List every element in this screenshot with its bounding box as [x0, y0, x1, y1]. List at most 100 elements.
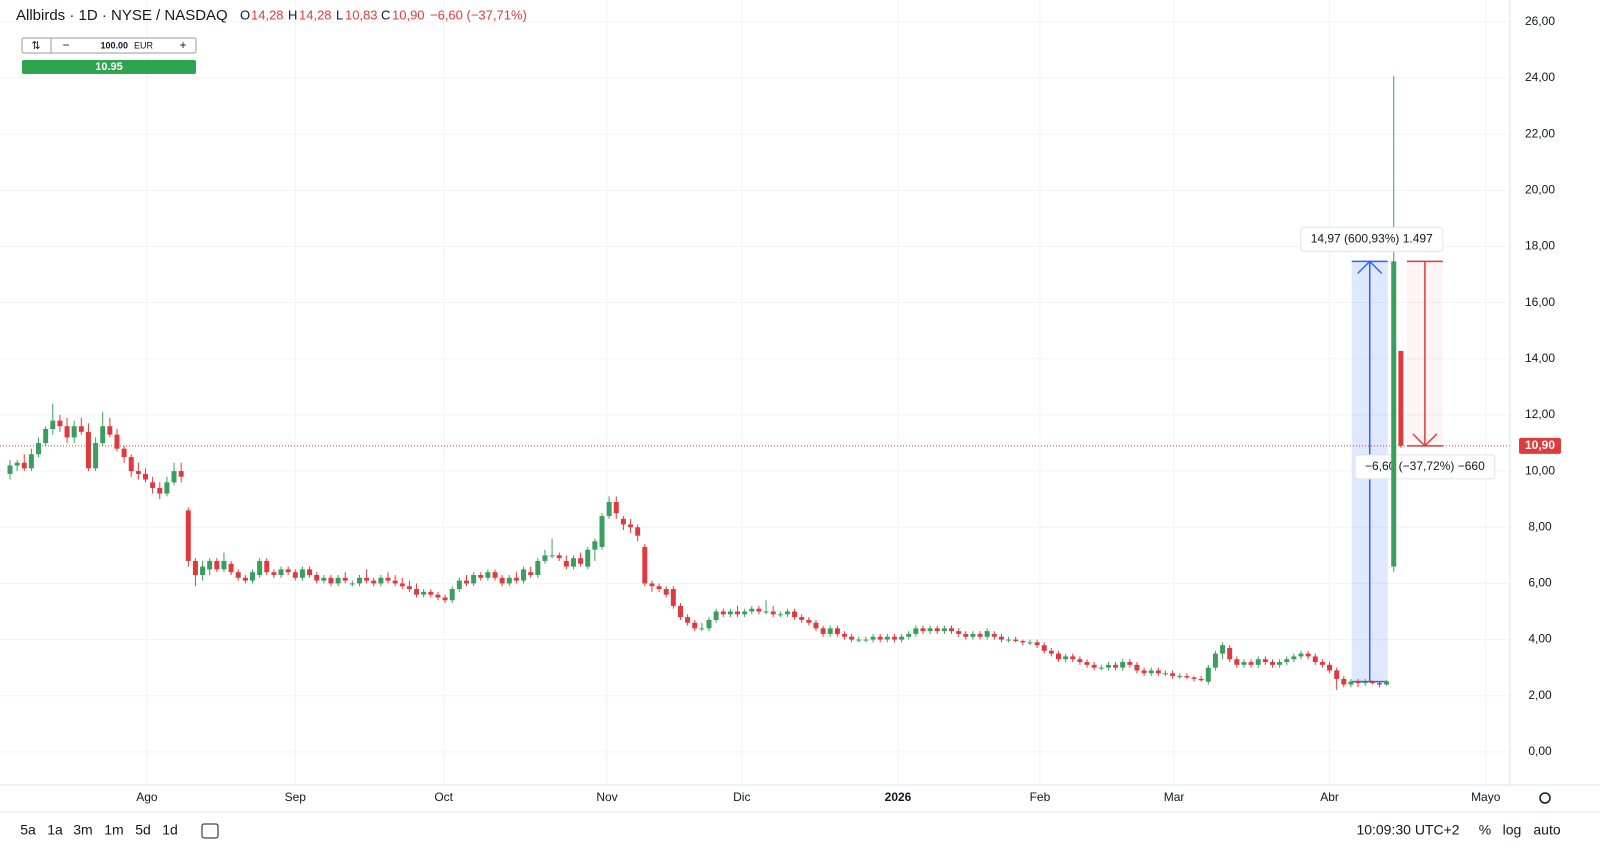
candle-body — [335, 577, 341, 584]
y-tick-label: 14,00 — [1525, 351, 1555, 365]
candle-body — [1348, 681, 1354, 685]
measure-text: −6,60 (−37,72%) −660 — [1365, 459, 1485, 473]
candle-body — [963, 633, 969, 637]
candle-body — [1063, 656, 1069, 660]
candle-body — [1120, 662, 1126, 668]
clock: 10:09:30 UTC+2 — [1356, 822, 1459, 838]
candle-body — [64, 426, 70, 438]
candle-body — [1091, 664, 1097, 668]
flip-icon[interactable]: ⇅ — [31, 40, 40, 52]
candle-body — [513, 577, 519, 581]
candle-body — [150, 482, 156, 488]
symbol-title: Allbirds · 1D · NYSE / NASDAQ — [16, 7, 228, 24]
candle-body — [399, 583, 405, 587]
ohlc-label: C — [381, 7, 390, 22]
log-toggle[interactable]: log — [1503, 822, 1522, 838]
candle-body — [356, 577, 362, 584]
date-range-icon[interactable] — [201, 823, 219, 839]
candle-body — [656, 586, 662, 590]
range-button[interactable]: 5d — [135, 822, 151, 838]
candle-body — [1006, 639, 1012, 641]
range-button[interactable]: 1a — [47, 822, 63, 838]
candle-body — [378, 577, 384, 584]
candle-body — [1134, 664, 1140, 671]
candle-body — [927, 628, 933, 632]
y-tick-label: 2,00 — [1528, 688, 1552, 702]
settings-icon[interactable] — [1539, 792, 1551, 804]
candle-body — [442, 597, 448, 601]
y-tick-label: 6,00 — [1528, 576, 1552, 590]
candle-body — [278, 569, 284, 575]
y-tick-label: 8,00 — [1528, 519, 1552, 533]
candle-body — [685, 617, 691, 623]
ohlc-value: 10,90 — [392, 7, 425, 22]
candle-body — [1113, 664, 1119, 668]
candle-body — [578, 558, 584, 564]
auto-toggle[interactable]: auto — [1533, 822, 1560, 838]
candle-body — [1027, 642, 1033, 644]
candle-body — [1362, 681, 1368, 684]
candle-body — [1141, 670, 1147, 674]
range-button[interactable]: 3m — [73, 822, 92, 838]
candle-body — [414, 589, 420, 595]
candle-body — [235, 572, 241, 578]
candle-body — [14, 462, 20, 466]
candle-body — [613, 501, 619, 514]
range-button[interactable]: 1m — [104, 822, 123, 838]
candle-body — [421, 591, 427, 595]
buy-button[interactable] — [22, 60, 196, 74]
candle-body — [899, 636, 905, 640]
candle-body — [371, 580, 377, 584]
candle-body — [478, 574, 484, 578]
percent-toggle[interactable]: % — [1479, 822, 1491, 838]
candle-body — [792, 611, 798, 618]
y-tick-label: 18,00 — [1525, 239, 1555, 253]
candle-body — [956, 631, 962, 634]
ohlc-change: −6,60 (−37,71%) — [430, 7, 527, 22]
candle-body — [1355, 681, 1361, 684]
amount-box — [21, 37, 197, 54]
candle-body — [1148, 670, 1154, 674]
ohlc-value: 14,28 — [251, 7, 284, 22]
ohlc-label: L — [336, 7, 343, 22]
candle-body — [128, 457, 134, 472]
candle-body — [1048, 650, 1054, 654]
ohlc-label: H — [288, 7, 297, 22]
x-tick-label: Abr — [1320, 790, 1339, 804]
y-tick-label: 26,00 — [1525, 14, 1555, 28]
candle-body — [1312, 656, 1318, 663]
candle-body — [749, 608, 755, 612]
candle-body — [877, 636, 883, 640]
candle-body — [1155, 670, 1161, 674]
candle-body — [471, 574, 477, 584]
candle-body — [1262, 659, 1268, 663]
order-widget: ⇅ − 100.00 EUR + 10.95 — [21, 37, 197, 74]
range-button[interactable]: 5a — [20, 822, 36, 838]
candle-body — [1205, 667, 1211, 682]
candle-body — [1127, 662, 1133, 665]
candle-body — [1298, 653, 1304, 657]
candle-body — [620, 518, 626, 525]
minus-button[interactable]: − — [62, 38, 69, 52]
x-tick-label: Oct — [434, 790, 453, 804]
candle-body — [392, 580, 398, 584]
candle-body — [185, 510, 191, 561]
candle-body — [834, 628, 840, 634]
candle-body — [93, 443, 99, 469]
candle-body — [649, 583, 655, 587]
candle-body — [1284, 659, 1290, 663]
x-tick-label: Nov — [596, 790, 617, 804]
candle-body — [1220, 645, 1226, 654]
ohlc-label: O — [240, 7, 250, 22]
amount[interactable]: 100.00 — [100, 40, 128, 50]
candle-body — [1327, 664, 1333, 671]
plus-button[interactable]: + — [179, 38, 186, 52]
range-button[interactable]: 1d — [162, 822, 178, 838]
x-tick-label: Sep — [285, 790, 307, 804]
candle-body — [1191, 677, 1197, 679]
candle-body — [1241, 662, 1247, 665]
candle-body — [7, 465, 13, 474]
buy-price[interactable]: 10.95 — [95, 61, 123, 73]
